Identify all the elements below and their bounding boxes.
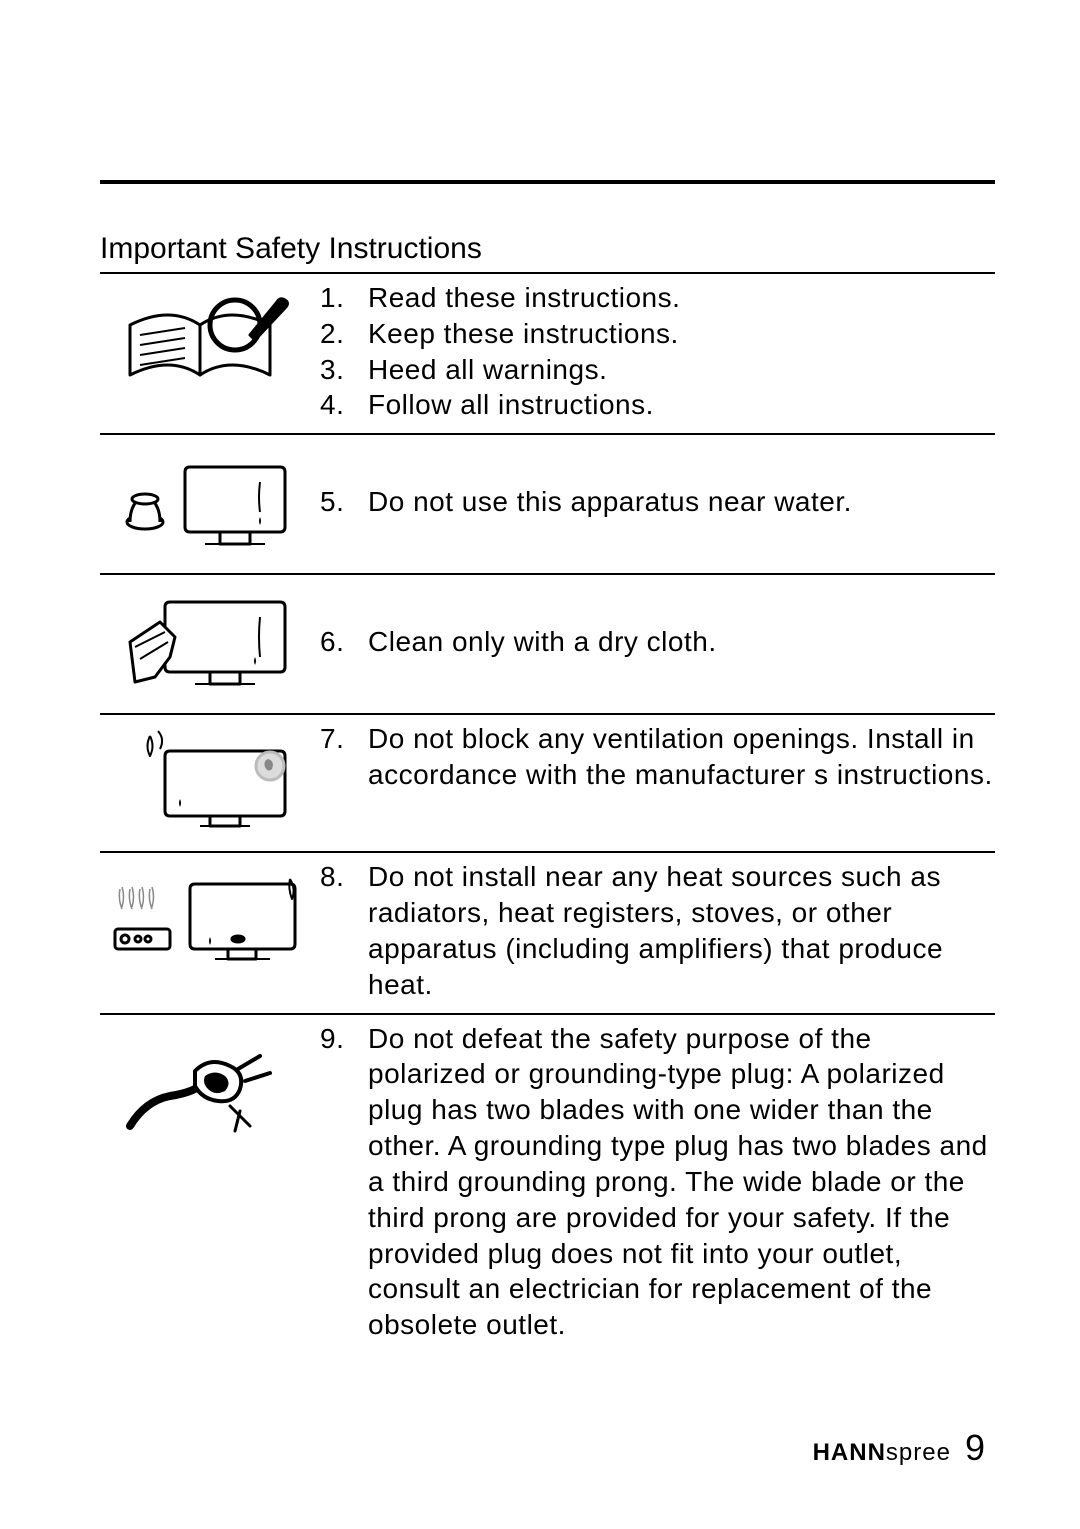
instruction-text: 9.Do not defeat the safety purpose of th…	[310, 1021, 995, 1343]
section-title: Important Safety Instructions	[100, 232, 995, 266]
read-manual-icon	[100, 280, 310, 390]
instruction-text: 7.Do not block any ventilation openings.…	[310, 721, 995, 793]
page-footer: HANNspree 9	[813, 1427, 985, 1469]
item-text: Do not defeat the safety purpose of the …	[368, 1021, 995, 1343]
item-number: 7.	[320, 721, 368, 793]
item-text: Keep these instructions.	[368, 316, 995, 352]
item-number: 5.	[320, 484, 368, 520]
instruction-row: 6.Clean only with a dry cloth.	[100, 573, 995, 713]
item-text: Do not block any ventilation openings. I…	[368, 721, 995, 793]
item-number: 8.	[320, 859, 368, 1002]
top-rule	[100, 180, 995, 184]
tv-cloth-icon	[100, 587, 310, 697]
item-number: 6.	[320, 624, 368, 660]
instruction-row: 1.Read these instructions. 2.Keep these …	[100, 272, 995, 433]
tv-heat-icon	[100, 859, 310, 979]
instruction-text: 6.Clean only with a dry cloth.	[310, 624, 995, 660]
item-number: 2.	[320, 316, 368, 352]
item-text: Do not use this apparatus near water.	[368, 484, 995, 520]
instruction-text: 1.Read these instructions. 2.Keep these …	[310, 280, 995, 423]
instruction-row: 8.Do not install near any heat sources s…	[100, 851, 995, 1012]
instruction-row: 7.Do not block any ventilation openings.…	[100, 713, 995, 851]
instruction-text: 5.Do not use this apparatus near water.	[310, 484, 995, 520]
item-number: 3.	[320, 352, 368, 388]
brand-logo: HANNspree	[813, 1439, 951, 1467]
item-text: Follow all instructions.	[368, 387, 995, 423]
tv-ventilation-icon	[100, 721, 310, 841]
item-text: Read these instructions.	[368, 280, 995, 316]
instruction-row: 9.Do not defeat the safety purpose of th…	[100, 1013, 995, 1353]
plug-icon	[100, 1021, 310, 1151]
item-number: 9.	[320, 1021, 368, 1343]
item-text: Heed all warnings.	[368, 352, 995, 388]
instruction-text: 8.Do not install near any heat sources s…	[310, 859, 995, 1002]
item-number: 1.	[320, 280, 368, 316]
item-text: Clean only with a dry cloth.	[368, 624, 995, 660]
item-text: Do not install near any heat sources suc…	[368, 859, 995, 1002]
instruction-row: 5.Do not use this apparatus near water.	[100, 433, 995, 573]
item-number: 4.	[320, 387, 368, 423]
page-number: 9	[965, 1427, 985, 1469]
tv-water-icon	[100, 447, 310, 557]
